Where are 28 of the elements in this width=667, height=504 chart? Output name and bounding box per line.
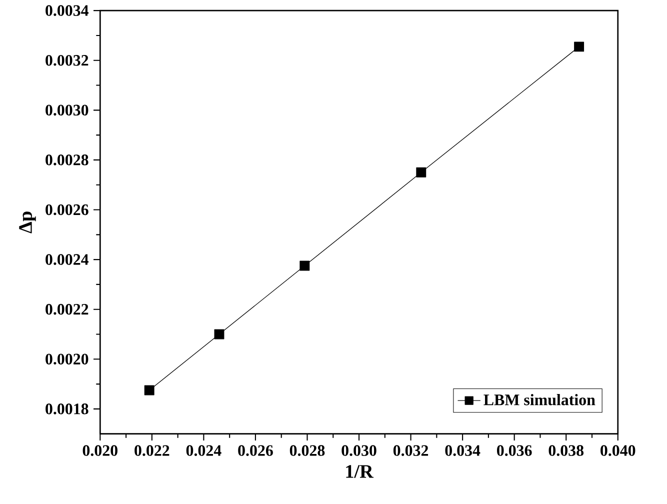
point <box>214 329 224 340</box>
y-tick-label: 0.0030 <box>46 104 88 116</box>
x-tick-label: 0.038 <box>548 445 584 456</box>
x-tick-label: 0.030 <box>342 445 376 456</box>
x-tick-label: 0.028 <box>290 445 325 456</box>
x-tick-label: 0.032 <box>393 445 428 456</box>
y-tick-label: 0.0032 <box>46 55 88 66</box>
y-tick-label: 0.0022 <box>46 304 88 315</box>
y-axis-title: Δp <box>19 212 36 234</box>
y-tick-label: 0.0026 <box>46 204 88 216</box>
x-tick-label: 0.022 <box>134 445 170 456</box>
x-tick-label: 0.040 <box>600 445 636 456</box>
x-axis-title: 1/R <box>346 465 374 478</box>
point <box>574 42 584 52</box>
y-tick-label: 0.0028 <box>46 154 88 166</box>
legend-label: LBM simulation <box>484 394 596 406</box>
x-tick-label: 0.036 <box>497 445 532 456</box>
point <box>144 385 154 396</box>
x-tick-label: 0.034 <box>445 445 480 456</box>
y-tick-label: 0.0018 <box>46 404 88 414</box>
x-tick-label: 0.024 <box>186 445 222 456</box>
y-tick-label: 0.0034 <box>46 5 89 16</box>
point <box>300 260 310 271</box>
y-tick-label: 0.0020 <box>46 354 88 365</box>
point <box>416 168 426 178</box>
x-tick-label: 0.020 <box>82 445 118 456</box>
x-tick-label: 0.026 <box>238 445 273 456</box>
y-tick-label: 0.0024 <box>46 254 89 266</box>
